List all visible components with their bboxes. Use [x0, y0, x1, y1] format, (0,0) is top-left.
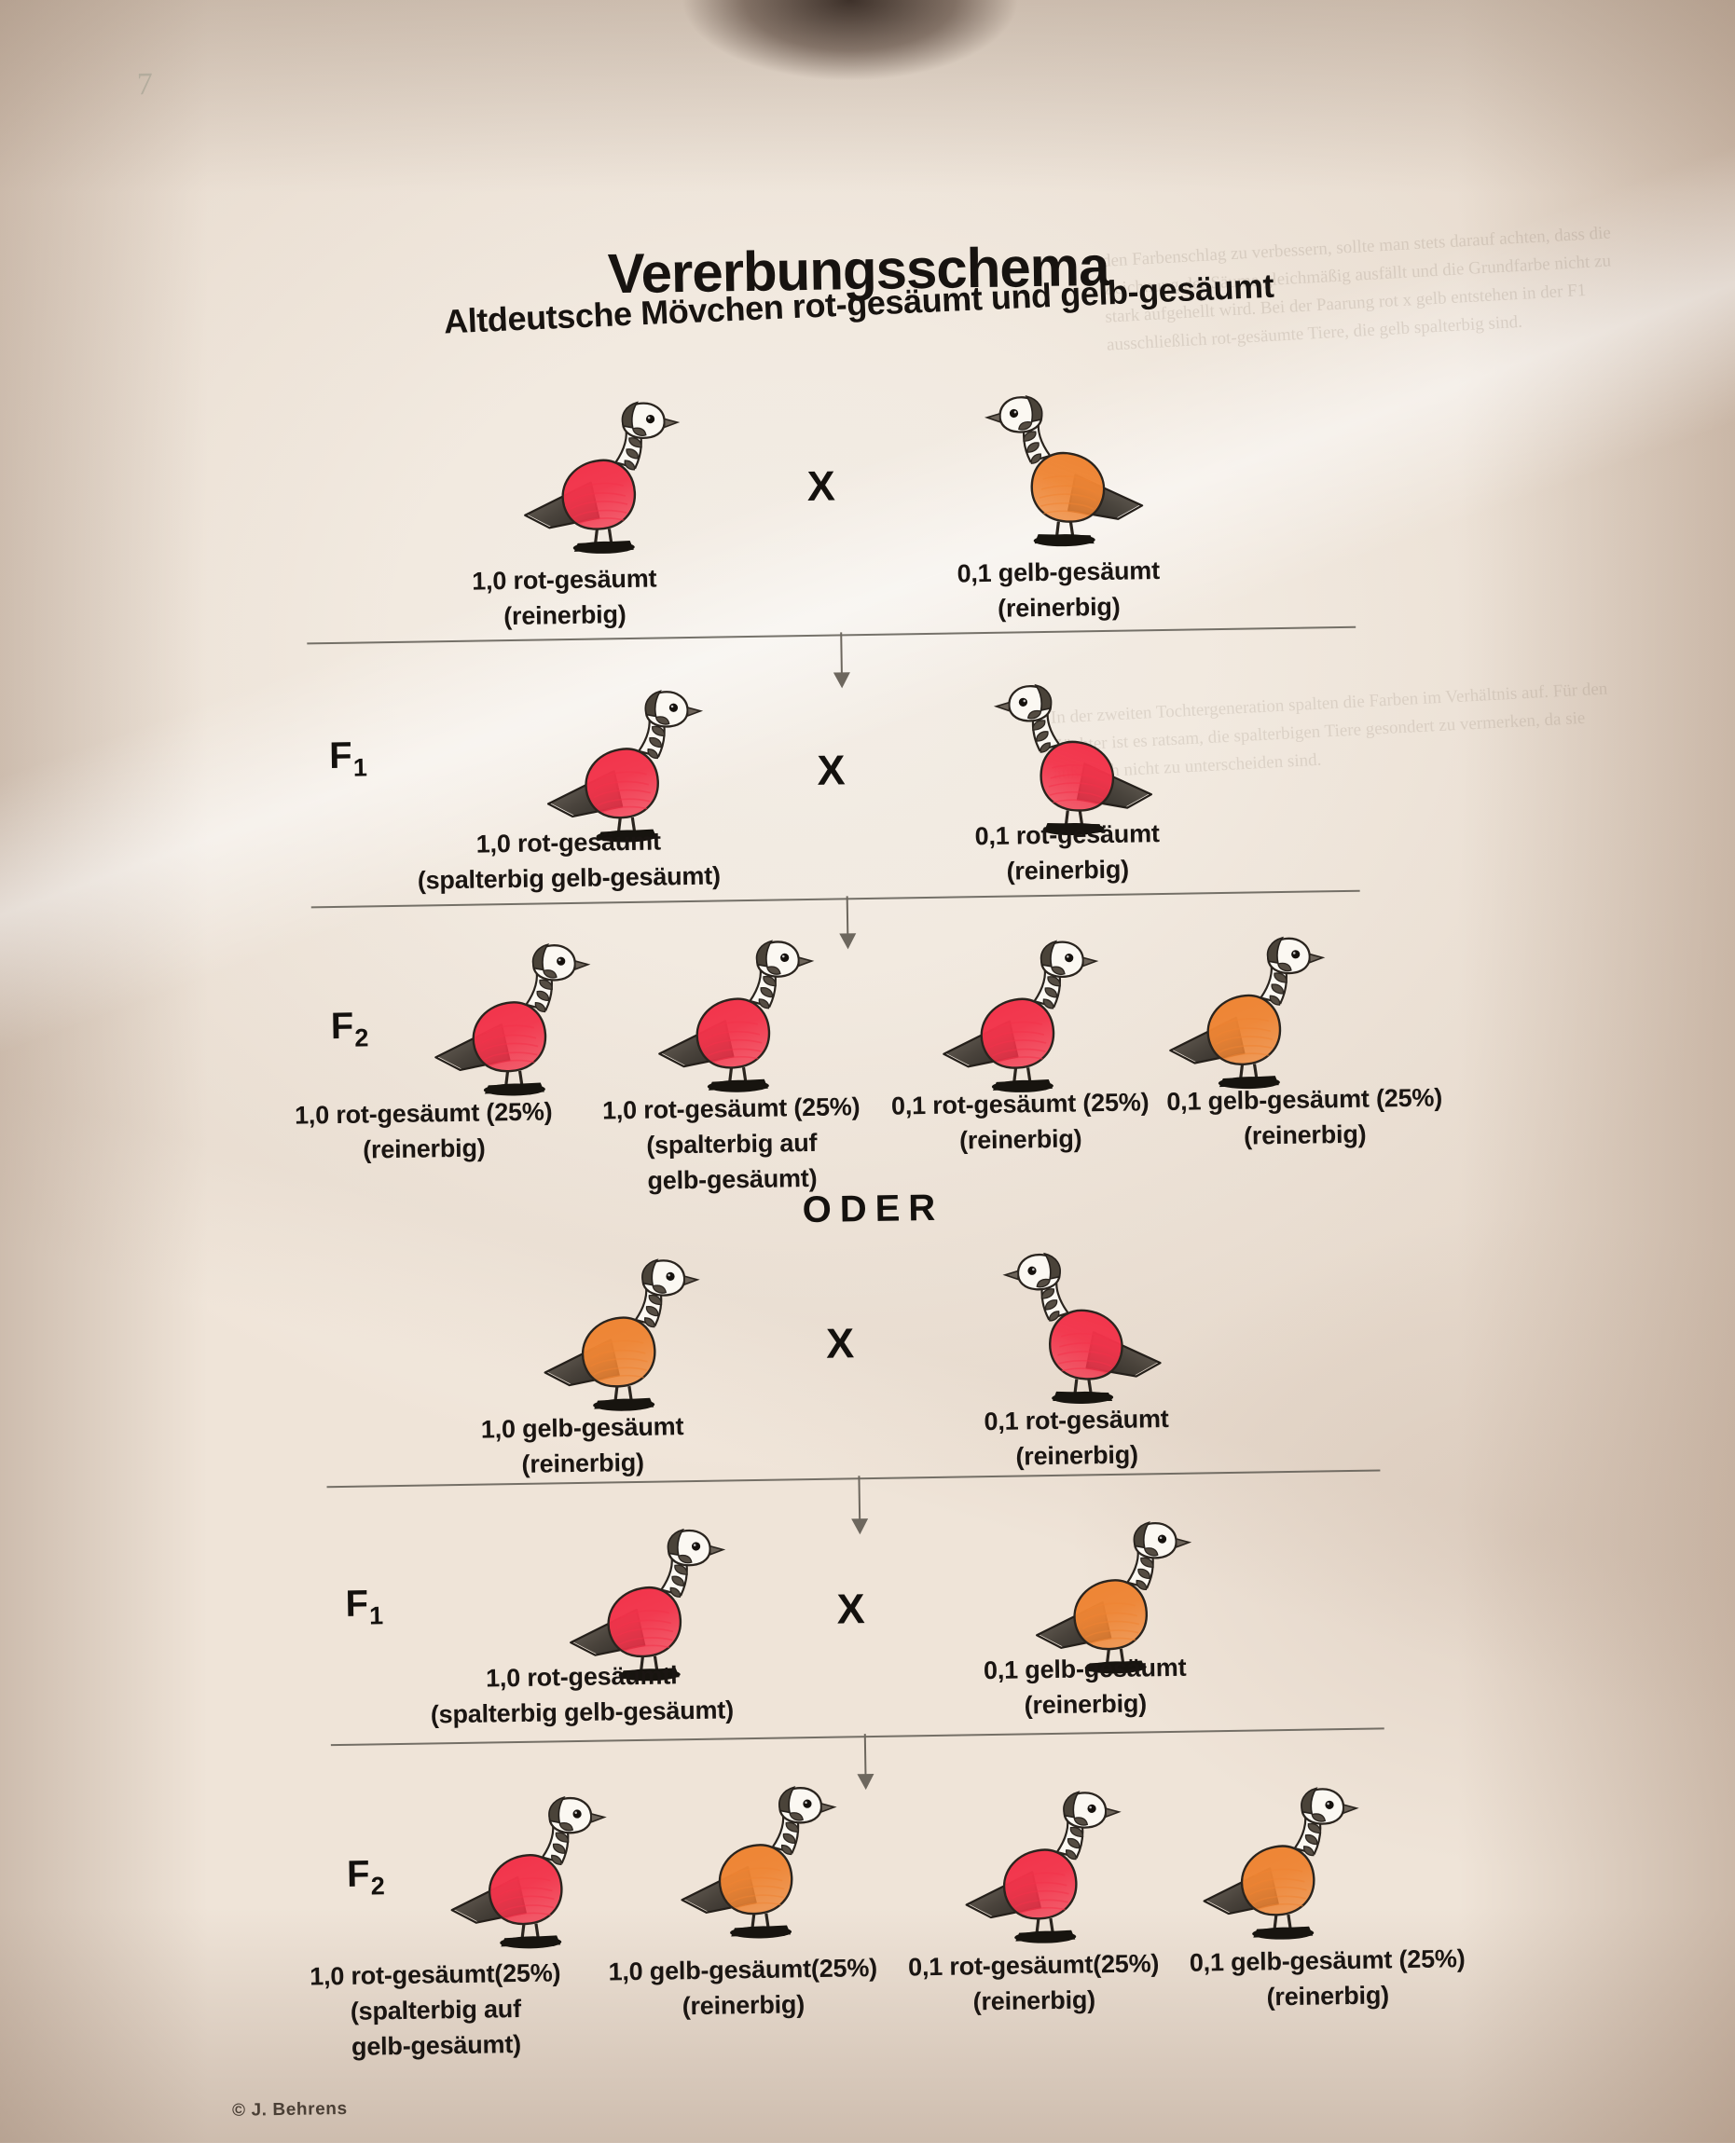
caption-line-1: 0,1 rot-gesäumt [974, 819, 1160, 851]
caption-b-f2-0: 1,0 rot-gesäumt(25%) (spalterbig auf gel… [276, 1955, 595, 2066]
caption-line-2: (reinerbig) [1266, 1981, 1390, 2012]
caption-a-f1-left: 1,0 rot-gesäumt (spalterbig gelb-gesäumt… [325, 821, 811, 899]
caption-line-2: (reinerbig) [997, 592, 1121, 623]
bird-b-f1-right [1012, 1515, 1202, 1676]
bird-a-p-right [976, 387, 1165, 548]
generation-label-text: F1 [328, 735, 369, 782]
caption-line-1: 1,0 rot-gesäumt (25%) [601, 1092, 861, 1125]
caption-line-1: 1,0 rot-gesäumt (25%) [294, 1097, 553, 1130]
caption-b-f1-left: 1,0 rot-gesäumtl (spalterbig gelb-gesäum… [339, 1655, 825, 1734]
caption-line-2: (reinerbig) [503, 600, 627, 631]
bird-b-p-left [521, 1252, 710, 1413]
caption-line-1: 0,1 rot-gesäumt (25%) [890, 1088, 1150, 1120]
caption-line-2: (reinerbig) [1015, 1440, 1138, 1471]
bird-a-p-left [501, 394, 690, 556]
caption-line-1: 1,0 rot-gesäumt [475, 827, 661, 858]
page-number: 7 [136, 66, 154, 103]
caption-line-2: (reinerbig) [1024, 1689, 1148, 1720]
bird-a-f1-left [524, 683, 713, 845]
caption-b-f2-2: 0,1 rot-gesäumt(25%) (reinerbig) [874, 1945, 1192, 2021]
caption-a-p-right: 0,1 gelb-gesäumt (reinerbig) [862, 551, 1255, 628]
caption-a-f2-0: 1,0 rot-gesäumt (25%) (reinerbig) [265, 1093, 583, 1169]
caption-line-2: (reinerbig) [682, 1990, 806, 2021]
caption-b-f1-right: 0,1 gelb-gesäumt (reinerbig) [888, 1648, 1281, 1725]
caption-b-p-left: 1,0 gelb-gesäumt (reinerbig) [386, 1408, 778, 1485]
caption-line-2: (reinerbig) [521, 1448, 645, 1478]
bird-b-f2-0 [428, 1789, 617, 1950]
caption-line-1: 1,0 gelb-gesäumt(25%) [608, 1953, 878, 1986]
caption-line-2: (reinerbig) [958, 1124, 1082, 1155]
generation-label-a-f2: F2 [330, 1005, 369, 1053]
caption-b-p-right: 0,1 rot-gesäumt (reinerbig) [880, 1399, 1273, 1476]
arrow-a-f1-to-f2 [835, 896, 861, 950]
arrow-b-p-to-f1 [847, 1476, 872, 1535]
bird-b-f2-2 [943, 1784, 1132, 1945]
caption-b-f2-3: 0,1 gelb-gesäumt (25%) (reinerbig) [1159, 1941, 1495, 2017]
caption-line-2: (reinerbig) [1006, 855, 1130, 886]
caption-line-2: (spalterbig gelb-gesäumt) [417, 861, 722, 895]
arrow-a-p-to-f1 [829, 632, 854, 689]
caption-line-1: 0,1 gelb-gesäumt (25%) [1166, 1083, 1443, 1116]
generation-label-b-f1: F1 [345, 1583, 384, 1631]
caption-line-2: (spalterbig auf [350, 1994, 522, 2026]
generation-label-a-f1: F1 [329, 735, 368, 783]
caption-line-2: (reinerbig) [1243, 1119, 1367, 1150]
bird-a-f2-1 [635, 933, 824, 1094]
caption-a-f1-right: 0,1 rot-gesäumt (reinerbig) [871, 814, 1263, 891]
bird-a-f1-right [985, 676, 1175, 837]
bird-b-f2-1 [658, 1779, 847, 1941]
bird-a-f2-2 [919, 933, 1108, 1094]
bird-b-f1-left [546, 1521, 736, 1682]
caption-b-f2-1: 1,0 gelb-gesäumt(25%) (reinerbig) [584, 1950, 902, 2026]
caption-line-1: 0,1 gelb-gesäumt (25%) [1189, 1944, 1466, 1977]
caption-line-2: (spalterbig auf [646, 1128, 818, 1160]
caption-line-1: 0,1 rot-gesäumt [984, 1405, 1169, 1436]
generation-label-b-f2: F2 [347, 1853, 386, 1902]
bird-b-f2-3 [1180, 1780, 1370, 1942]
caption-a-f2-2: 0,1 rot-gesäumt (25%) (reinerbig) [861, 1084, 1179, 1160]
bird-a-f2-3 [1146, 929, 1335, 1091]
generation-label-text: F2 [346, 1853, 386, 1901]
caption-line-1: 0,1 gelb-gesäumt [957, 556, 1161, 588]
caption-a-p-left: 1,0 rot-gesäumt (reinerbig) [368, 559, 761, 637]
caption-line-2: (reinerbig) [972, 1985, 1096, 2016]
cross-symbol-a-f1: X [817, 746, 846, 794]
caption-line-1: 1,0 rot-gesäumt [472, 564, 657, 596]
generation-label-text: F1 [345, 1583, 385, 1630]
caption-line-1: 0,1 rot-gesäumt(25%) [907, 1949, 1160, 1982]
caption-line-1: 1,0 rot-gesäumt(25%) [310, 1958, 561, 1991]
caption-line-1: 1,0 gelb-gesäumt [480, 1412, 684, 1444]
cross-symbol-b-p: X [825, 1319, 855, 1367]
generation-label-text: F2 [330, 1005, 370, 1052]
caption-a-f2-1: 1,0 rot-gesäumt (25%) (spalterbig auf ge… [572, 1089, 891, 1200]
caption-line-2: (spalterbig gelb-gesäumt) [430, 1696, 735, 1729]
cross-symbol-a-p: X [806, 461, 836, 510]
caption-line-1: 0,1 gelb-gesäumt [983, 1653, 1187, 1685]
cross-symbol-b-f1: X [836, 1585, 866, 1633]
caption-a-f2-3: 0,1 gelb-gesäumt (25%) (reinerbig) [1136, 1079, 1473, 1156]
arrow-b-f1-to-f2 [853, 1734, 878, 1791]
copyright-notice: © J. Behrens [231, 2098, 348, 2121]
caption-line-1: 1,0 rot-gesäumtl [485, 1661, 678, 1693]
bird-a-f2-0 [411, 937, 600, 1098]
caption-line-3: gelb-gesäumt) [351, 2029, 522, 2061]
bird-b-p-right [995, 1244, 1184, 1406]
caption-line-2: (reinerbig) [362, 1133, 486, 1164]
